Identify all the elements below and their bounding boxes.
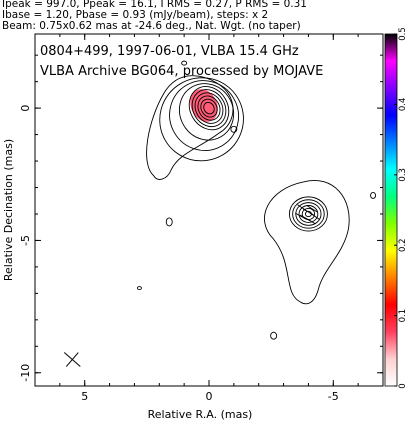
isolated-contour xyxy=(136,286,142,291)
isolated-contour xyxy=(270,331,278,340)
header-line-2: Ibase = 1.20, Pbase = 0.93 (mJy/beam), s… xyxy=(2,9,269,21)
x-tick-label-0: 5 xyxy=(81,390,88,403)
y-tick-label-1: -5 xyxy=(19,235,32,246)
core-contour-level xyxy=(169,80,239,151)
core-contour-level xyxy=(200,98,218,118)
y-tick-label-0: 0 xyxy=(19,105,32,112)
colorbar: 0 0.1 0.2 0.3 0.4 0.5 xyxy=(384,27,408,389)
core-contour-level xyxy=(159,77,244,162)
x-axis-label: Relative R.A. (mas) xyxy=(148,408,253,421)
polarization-vector xyxy=(304,217,316,225)
header-line-1: Ipeak = 997.0, Ppeak = 16.1, I RMS = 0.2… xyxy=(2,0,307,10)
core-contour-level xyxy=(194,92,224,124)
core-contours xyxy=(146,75,244,180)
colorbar-bar xyxy=(384,33,398,387)
jet-contour-level xyxy=(288,196,328,232)
isolated-contour xyxy=(370,191,377,199)
colorbar-tick-label: 0 xyxy=(398,383,408,388)
core-contour-level xyxy=(188,86,230,131)
polarization-vector xyxy=(309,212,320,220)
isolated-contour xyxy=(230,125,238,133)
colorbar-tick-label: 0.4 xyxy=(398,98,408,112)
core-contour-level xyxy=(203,101,215,115)
chart-title: 0804+499, 1997-06-01, VLBA 15.4 GHz xyxy=(40,44,299,59)
polarization-vector xyxy=(294,212,306,220)
colorbar-tick-label: 0.2 xyxy=(398,238,408,252)
jet-contours xyxy=(264,180,350,305)
x-tick-label-1: 0 xyxy=(206,390,213,403)
jet-outer-contour xyxy=(264,180,350,305)
y-tick-label-2: -10 xyxy=(19,364,32,382)
core-contour-level xyxy=(197,95,221,121)
colorbar-tick-label: 0.1 xyxy=(398,309,408,323)
core-outer-contour xyxy=(146,75,234,180)
plot-area: 5 0 -5 0 -5 -10 xyxy=(19,33,384,403)
chart-subtitle: VLBA Archive BG064, processed by MOJAVE xyxy=(40,64,323,79)
isolated-contour xyxy=(181,60,188,66)
jet-contour-level xyxy=(292,199,325,229)
colorbar-tick-label: 0.5 xyxy=(398,27,408,41)
colorbar-tick-label: 0.3 xyxy=(398,168,408,182)
beam-minor-axis xyxy=(65,352,79,367)
core-contour-level xyxy=(178,83,235,141)
isolated-contour xyxy=(165,217,173,227)
polarization-vector xyxy=(307,205,318,213)
x-tick-label-2: -5 xyxy=(328,390,339,403)
y-axis-label: Relative Decination (mas) xyxy=(2,139,15,281)
jet-contour-level xyxy=(298,205,319,223)
core-contour-level xyxy=(191,89,227,128)
header-line-3: Beam: 0.75x0.62 mas at -24.6 deg., Nat. … xyxy=(2,20,301,32)
jet-contour-level xyxy=(295,202,322,226)
